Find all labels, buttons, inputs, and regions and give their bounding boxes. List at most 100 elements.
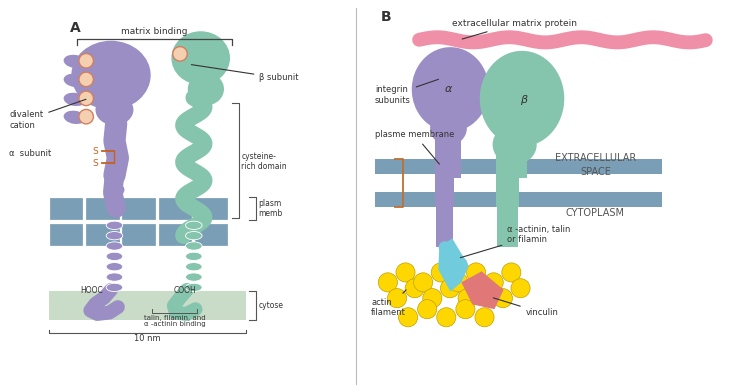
Circle shape xyxy=(172,47,188,61)
Text: COOH: COOH xyxy=(174,286,196,295)
Text: vinculin: vinculin xyxy=(494,298,559,318)
Ellipse shape xyxy=(95,94,134,125)
Ellipse shape xyxy=(106,283,123,292)
Ellipse shape xyxy=(106,252,123,261)
Ellipse shape xyxy=(64,111,86,124)
Ellipse shape xyxy=(480,51,564,146)
Circle shape xyxy=(79,54,94,68)
Ellipse shape xyxy=(106,242,123,250)
Polygon shape xyxy=(438,238,469,292)
Ellipse shape xyxy=(493,124,537,165)
Text: talin, filamin, and: talin, filamin, and xyxy=(144,315,206,321)
Circle shape xyxy=(398,308,418,327)
Text: CYTOPLASM: CYTOPLASM xyxy=(566,207,625,218)
Circle shape xyxy=(396,263,415,282)
Text: α: α xyxy=(445,84,452,94)
Ellipse shape xyxy=(185,273,202,281)
Text: EXTRACELLULAR
SPACE: EXTRACELLULAR SPACE xyxy=(555,153,636,177)
Ellipse shape xyxy=(185,263,202,271)
Bar xyxy=(436,207,453,247)
Bar xyxy=(49,197,83,220)
Circle shape xyxy=(458,289,477,308)
Circle shape xyxy=(475,308,494,327)
Circle shape xyxy=(79,91,94,105)
Text: α -actinin, talin
or filamin: α -actinin, talin or filamin xyxy=(460,225,571,258)
Text: plasme membrane: plasme membrane xyxy=(375,130,454,164)
Circle shape xyxy=(456,299,475,319)
Text: cysteine-
rich domain: cysteine- rich domain xyxy=(242,152,287,171)
Text: A: A xyxy=(70,21,80,35)
Circle shape xyxy=(476,279,495,298)
Text: cytose: cytose xyxy=(259,301,284,310)
Ellipse shape xyxy=(430,111,466,145)
Text: integrin
subunits: integrin subunits xyxy=(375,79,439,105)
Circle shape xyxy=(484,273,503,292)
Ellipse shape xyxy=(412,47,489,132)
Ellipse shape xyxy=(64,93,86,106)
Circle shape xyxy=(418,299,436,319)
Text: S: S xyxy=(92,147,98,156)
Circle shape xyxy=(405,279,424,298)
Ellipse shape xyxy=(185,232,202,240)
Circle shape xyxy=(79,109,94,124)
Text: β subunit: β subunit xyxy=(191,65,298,82)
Circle shape xyxy=(494,289,512,308)
Ellipse shape xyxy=(106,273,123,281)
Circle shape xyxy=(436,308,456,327)
Ellipse shape xyxy=(64,55,86,68)
Polygon shape xyxy=(461,271,504,309)
Bar xyxy=(375,158,662,174)
Text: divalent
cation: divalent cation xyxy=(9,99,86,130)
Circle shape xyxy=(388,289,406,308)
Ellipse shape xyxy=(171,31,230,85)
Bar xyxy=(194,223,228,246)
Ellipse shape xyxy=(185,252,202,261)
Bar xyxy=(122,197,156,220)
Ellipse shape xyxy=(185,242,202,250)
Bar xyxy=(375,192,662,207)
Circle shape xyxy=(431,263,450,282)
Text: B: B xyxy=(380,11,392,24)
Text: 10 nm: 10 nm xyxy=(134,334,160,343)
Text: matrix binding: matrix binding xyxy=(121,27,188,36)
Ellipse shape xyxy=(106,263,123,271)
Circle shape xyxy=(440,279,460,298)
Bar xyxy=(85,197,120,220)
Text: α  subunit: α subunit xyxy=(9,149,52,158)
Text: extracellular matrix protein: extracellular matrix protein xyxy=(452,19,578,39)
Circle shape xyxy=(502,263,521,282)
Ellipse shape xyxy=(185,283,202,292)
Bar xyxy=(158,223,192,246)
Bar xyxy=(496,158,519,207)
Bar xyxy=(496,121,526,178)
Text: α -actinin binding: α -actinin binding xyxy=(144,321,206,327)
Ellipse shape xyxy=(71,41,151,110)
Bar xyxy=(49,291,245,319)
Text: β: β xyxy=(520,95,527,105)
Ellipse shape xyxy=(104,183,125,197)
Circle shape xyxy=(423,289,442,308)
Circle shape xyxy=(466,263,485,282)
Bar xyxy=(434,121,461,178)
Bar xyxy=(497,207,518,247)
Text: HOOC: HOOC xyxy=(81,286,104,295)
Ellipse shape xyxy=(106,221,123,229)
Circle shape xyxy=(448,273,468,292)
Bar xyxy=(85,223,120,246)
Bar xyxy=(435,158,454,207)
Text: S: S xyxy=(92,159,98,168)
Circle shape xyxy=(79,72,94,87)
Ellipse shape xyxy=(188,73,224,105)
Bar xyxy=(158,197,192,220)
Ellipse shape xyxy=(185,221,202,229)
Circle shape xyxy=(511,279,530,298)
Bar xyxy=(194,197,228,220)
Bar xyxy=(49,223,83,246)
Ellipse shape xyxy=(64,74,86,87)
Bar xyxy=(122,223,156,246)
Text: actin
filament: actin filament xyxy=(371,290,406,318)
Circle shape xyxy=(413,273,433,292)
Ellipse shape xyxy=(106,232,123,240)
Text: plasm
memb: plasm memb xyxy=(259,199,283,218)
Circle shape xyxy=(378,273,398,292)
